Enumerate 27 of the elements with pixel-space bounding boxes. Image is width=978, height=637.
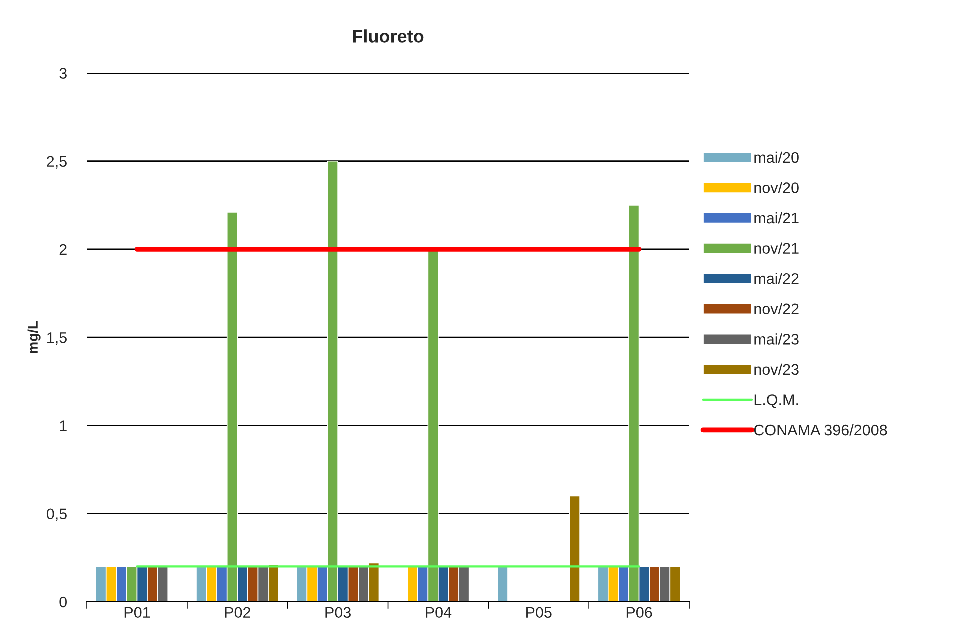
chart-title: Fluoreto <box>353 30 424 43</box>
legend-label: nov/22 <box>754 303 799 315</box>
y-tick-label: 1,5 <box>48 332 67 346</box>
y-tick-label: 2 <box>60 244 67 256</box>
legend-label: mai/20 <box>754 152 799 164</box>
legend-label: nov/21 <box>754 242 799 254</box>
y-tick-label: 0,5 <box>46 508 67 522</box>
legend-label: CONAMA 396/2008 <box>754 424 888 436</box>
y-tick-label: 3 <box>60 68 67 79</box>
legend-label: nov/20 <box>754 182 799 194</box>
x-tick-label: P03 <box>326 607 351 618</box>
y-tick-label: 1 <box>60 420 67 432</box>
legend-label: mai/21 <box>754 212 799 224</box>
legend-label: L.Q.M. <box>754 394 798 408</box>
legend-label: mai/22 <box>754 273 799 284</box>
legend-label: nov/23 <box>754 364 799 376</box>
x-tick-label: P06 <box>626 607 652 618</box>
legend-label: mai/23 <box>754 334 799 345</box>
y-axis-title: mg/L <box>28 321 41 354</box>
x-tick-label: P05 <box>526 607 552 618</box>
y-tick-label: 2,5 <box>47 156 67 169</box>
bar <box>497 566 508 602</box>
bar <box>569 496 580 602</box>
x-tick-label: P01 <box>124 607 150 618</box>
x-tick-label: P04 <box>426 607 452 618</box>
x-tick-label: P02 <box>225 607 250 618</box>
y-tick-label: 0 <box>60 596 67 608</box>
